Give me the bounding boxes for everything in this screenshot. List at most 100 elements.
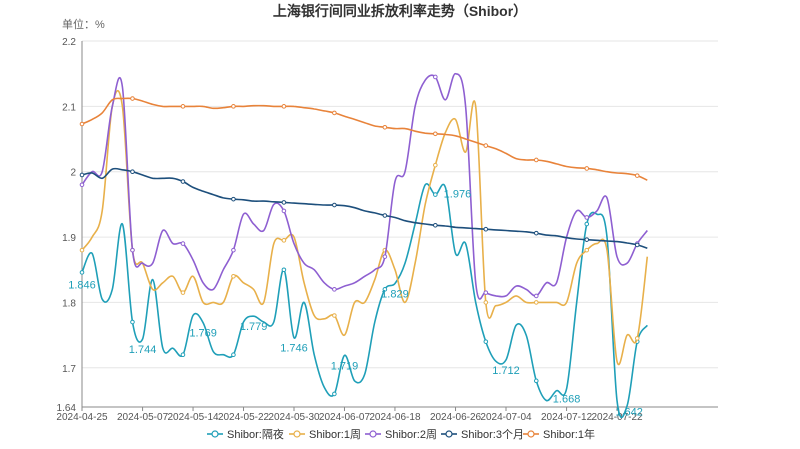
x-tick-label: 2024-05-14 xyxy=(167,412,219,423)
y-tick-label: 2.2 xyxy=(62,37,76,48)
unit-label: 单位：% xyxy=(62,17,105,31)
legend-item[interactable]: Shibor:2周 xyxy=(365,428,437,441)
data-point xyxy=(231,196,236,202)
data-point xyxy=(634,173,640,178)
data-point xyxy=(332,313,337,318)
y-tick-label: 2 xyxy=(70,168,76,179)
series-2 xyxy=(79,72,648,300)
legend-item[interactable]: Shibor:1周 xyxy=(289,428,361,441)
legend-label: Shibor:隔夜 xyxy=(227,427,284,441)
data-point xyxy=(533,300,539,305)
data-label: 1.668 xyxy=(553,394,581,406)
y-tick-label: 1.8 xyxy=(62,298,76,309)
data-point xyxy=(281,238,287,243)
series-line xyxy=(81,97,648,181)
legend-marker xyxy=(211,430,219,438)
data-point xyxy=(281,267,287,273)
data-point xyxy=(130,96,135,101)
data-point xyxy=(533,293,539,299)
legend-label: Shibor:1年 xyxy=(543,427,595,441)
data-point xyxy=(180,179,186,184)
data-point xyxy=(332,202,337,208)
data-point xyxy=(79,182,85,188)
data-point xyxy=(130,247,135,253)
data-point xyxy=(584,237,590,242)
series-line xyxy=(81,72,648,300)
data-point xyxy=(231,352,236,358)
data-point xyxy=(483,339,489,344)
x-tick-label: 2024-04-25 xyxy=(56,412,108,423)
series-3 xyxy=(79,167,648,249)
data-point xyxy=(332,110,337,116)
y-tick-label: 1.9 xyxy=(62,233,76,244)
data-label: 1.769 xyxy=(189,328,217,340)
data-point xyxy=(79,247,85,253)
data-point xyxy=(79,121,85,127)
data-point xyxy=(231,247,236,253)
data-label: 1.642 xyxy=(615,407,643,419)
y-tick-label: 1.7 xyxy=(62,364,76,375)
x-tick-label: 2024-07-12 xyxy=(541,412,593,423)
data-point xyxy=(382,287,388,292)
y-tick-label: 1.64 xyxy=(57,403,77,414)
data-point xyxy=(483,143,489,148)
x-tick-label: 2024-06-07 xyxy=(319,412,371,423)
data-label-layer: 1.846 1.744 1.769 1.779 1.746 1.719 1.829 1.976… xyxy=(68,188,643,418)
data-label: 1.846 xyxy=(68,279,96,291)
x-tick-label: 2024-07-04 xyxy=(480,412,532,423)
data-label: 1.829 xyxy=(381,288,409,300)
x-tick-label: 2024-05-22 xyxy=(218,412,270,423)
x-tick-label: 2024-05-30 xyxy=(268,412,320,423)
data-point xyxy=(281,200,287,205)
data-point xyxy=(533,378,539,384)
data-point xyxy=(231,273,236,279)
legend-item[interactable]: Shibor:隔夜 xyxy=(207,427,284,441)
data-point xyxy=(433,223,438,228)
legend-label: Shibor:1周 xyxy=(309,428,361,441)
data-label: 1.744 xyxy=(129,344,157,356)
series-1 xyxy=(79,90,649,366)
data-point xyxy=(281,208,287,214)
legend[interactable]: Shibor:隔夜 Shibor:1周 Shibor:2周 Shibor:3个月 Shi… xyxy=(207,427,595,441)
legend-label: Shibor:2周 xyxy=(385,428,437,441)
series-line xyxy=(81,167,648,249)
legend-marker xyxy=(369,430,377,438)
y-tick-label: 2.1 xyxy=(62,102,76,113)
data-point xyxy=(130,169,135,175)
data-point xyxy=(79,172,85,178)
data-point xyxy=(483,300,489,305)
data-point xyxy=(634,336,640,341)
data-point xyxy=(79,270,85,275)
data-label: 1.976 xyxy=(444,188,472,200)
x-tick-label: 2024-05-07 xyxy=(117,412,169,423)
series-line xyxy=(81,182,648,419)
data-point xyxy=(180,241,186,246)
data-point xyxy=(332,391,337,397)
data-point xyxy=(584,247,590,253)
data-point xyxy=(180,352,186,358)
series-4 xyxy=(79,96,648,181)
data-point xyxy=(382,213,388,218)
legend-item[interactable]: Shibor:3个月 xyxy=(441,428,524,441)
legend-marker xyxy=(527,430,535,438)
data-point xyxy=(433,192,438,197)
legend-label: Shibor:3个月 xyxy=(461,428,524,441)
data-point xyxy=(584,221,590,227)
data-point xyxy=(281,104,287,109)
data-label: 1.719 xyxy=(331,360,359,372)
data-label: 1.779 xyxy=(240,321,268,333)
data-point xyxy=(332,287,337,292)
data-label: 1.746 xyxy=(280,343,308,355)
series-line xyxy=(81,90,649,366)
data-point xyxy=(433,131,438,137)
data-point xyxy=(433,74,438,80)
x-tick-label: 2024-07-22 xyxy=(591,412,643,423)
chart-title: 上海银行间同业拆放利率走势（Shibor） xyxy=(273,3,527,19)
data-point xyxy=(483,290,489,295)
data-point xyxy=(433,162,438,168)
data-point xyxy=(634,242,640,248)
data-point xyxy=(533,230,539,236)
legend-item[interactable]: Shibor:1年 xyxy=(523,427,595,441)
